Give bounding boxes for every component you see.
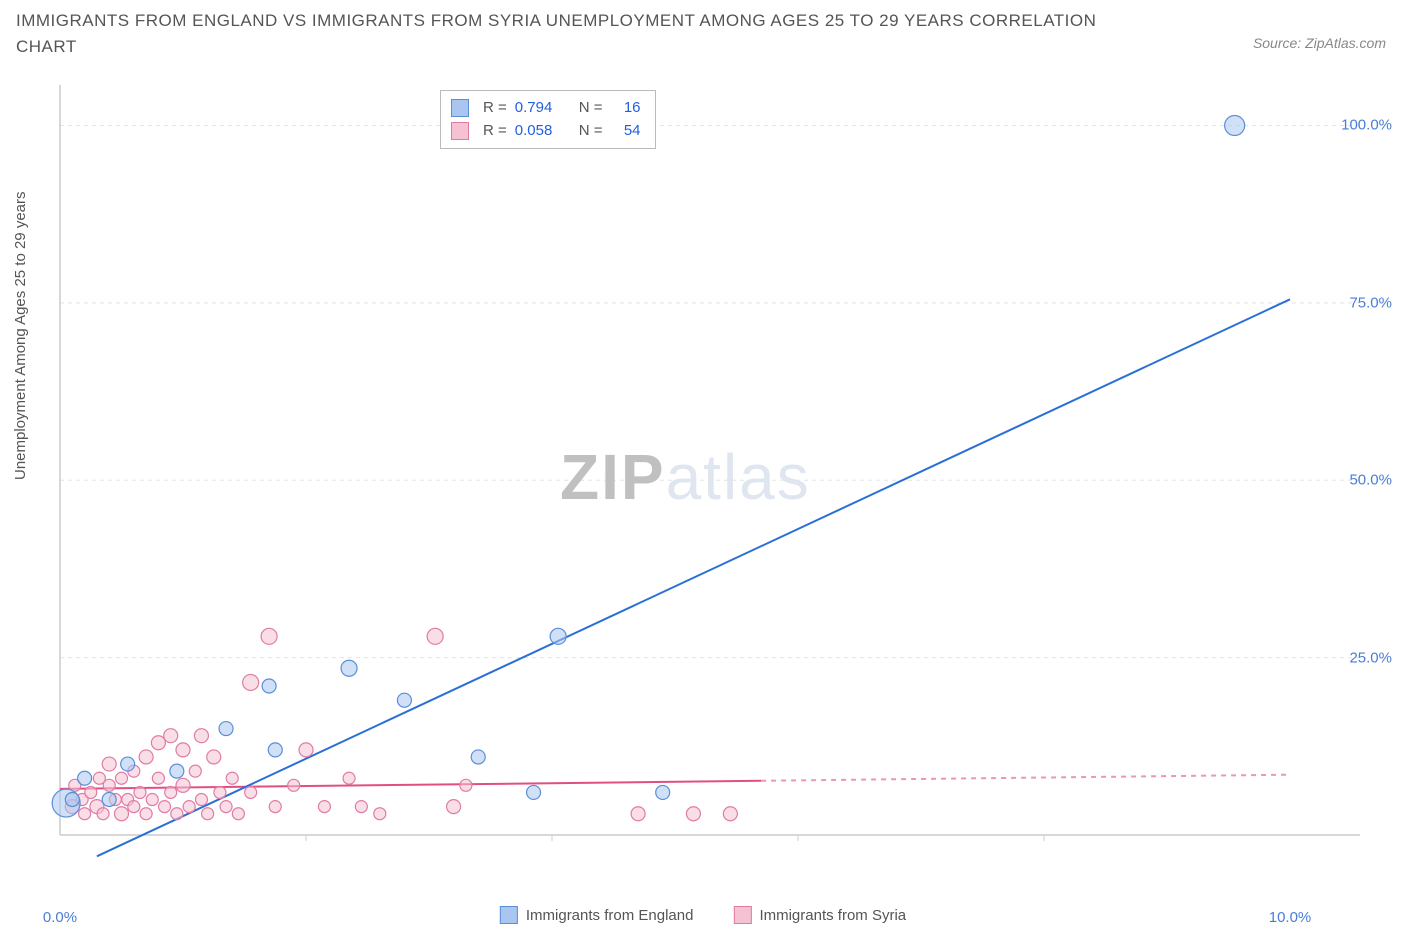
r-label: R =: [483, 97, 507, 120]
swatch-england: [451, 99, 469, 117]
x-tick-label: 0.0%: [43, 909, 77, 926]
r-value: 0.058: [515, 120, 565, 143]
legend-item-england: Immigrants from England: [500, 906, 694, 924]
y-tick-label: 25.0%: [1349, 649, 1392, 666]
source-label: Source: ZipAtlas.com: [1253, 35, 1386, 51]
r-value: 0.794: [515, 97, 565, 120]
stats-row-syria: R = 0.058 N = 54: [451, 120, 641, 143]
y-tick-label: 75.0%: [1349, 294, 1392, 311]
n-label: N =: [579, 120, 603, 143]
plot-area: [50, 85, 1380, 865]
legend-label: Immigrants from Syria: [759, 907, 906, 924]
stats-box: R = 0.794 N = 16 R = 0.058 N = 54: [440, 90, 656, 149]
n-value: 54: [611, 120, 641, 143]
stats-row-england: R = 0.794 N = 16: [451, 97, 641, 120]
y-axis-label: Unemployment Among Ages 25 to 29 years: [12, 191, 29, 480]
y-tick-label: 50.0%: [1349, 472, 1392, 489]
swatch-syria: [451, 122, 469, 140]
n-label: N =: [579, 97, 603, 120]
scatter-chart: [50, 85, 1380, 865]
legend-swatch-syria: [733, 906, 751, 924]
bottom-legend: Immigrants from England Immigrants from S…: [500, 906, 906, 924]
r-label: R =: [483, 120, 507, 143]
n-value: 16: [611, 97, 641, 120]
legend-item-syria: Immigrants from Syria: [733, 906, 906, 924]
x-tick-label: 10.0%: [1269, 909, 1312, 926]
legend-label: Immigrants from England: [526, 907, 694, 924]
y-tick-label: 100.0%: [1341, 117, 1392, 134]
legend-swatch-england: [500, 906, 518, 924]
chart-title: IMMIGRANTS FROM ENGLAND VS IMMIGRANTS FR…: [16, 8, 1116, 59]
